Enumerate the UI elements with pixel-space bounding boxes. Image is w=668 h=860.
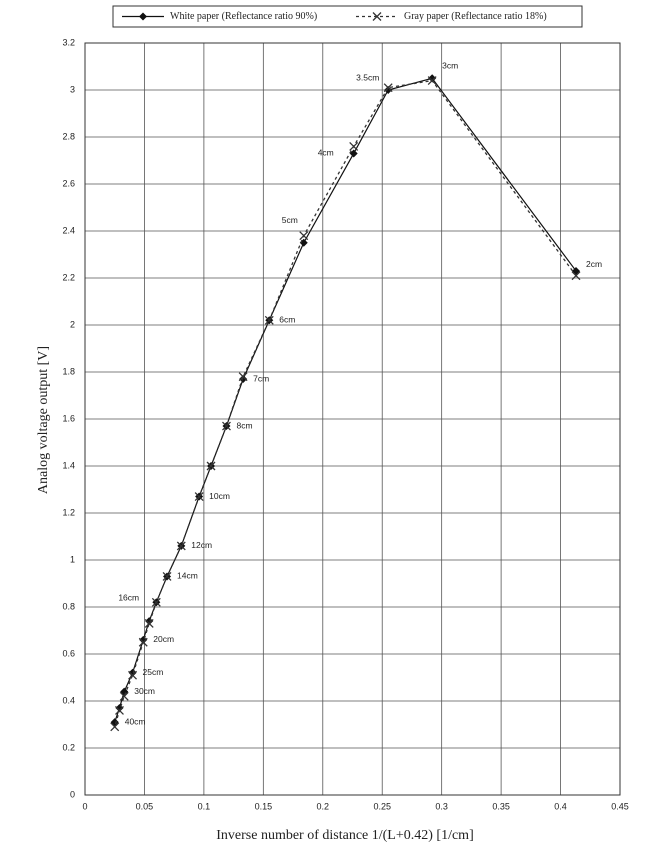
y-tick-label: 1.8: [62, 366, 75, 376]
point-label: 6cm: [279, 315, 295, 325]
x-tick-label: 0.45: [611, 801, 629, 811]
y-tick-label: 0.8: [62, 601, 75, 611]
x-tick-label: 0.15: [255, 801, 273, 811]
marker: [151, 597, 161, 607]
y-tick-label: 1.4: [62, 460, 75, 470]
x-tick-label: 0.1: [198, 801, 211, 811]
marker: [206, 461, 216, 471]
y-tick-label: 3.2: [62, 37, 75, 47]
point-label: 25cm: [143, 667, 164, 677]
marker: [384, 86, 393, 94]
x-tick-label: 0.3: [435, 801, 448, 811]
y-tick-label: 2.6: [62, 178, 75, 188]
y-tick-label: 2.8: [62, 131, 75, 141]
point-label: 12cm: [191, 540, 212, 550]
x-tick-label: 0.2: [317, 801, 330, 811]
marker: [428, 74, 437, 83]
marker: [176, 541, 186, 551]
series-line: [114, 77, 577, 723]
y-tick-label: 3: [70, 84, 75, 94]
marker: [139, 12, 147, 21]
marker: [138, 637, 148, 647]
marker: [162, 571, 172, 581]
y-tick-label: 0.4: [62, 695, 75, 705]
marker: [383, 83, 393, 93]
point-label: 30cm: [134, 686, 155, 696]
point-label: 4cm: [318, 148, 334, 158]
y-tick-label: 1.6: [62, 413, 75, 423]
x-tick-label: 0.25: [373, 801, 391, 811]
marker: [299, 231, 309, 241]
legend-box: [112, 5, 583, 28]
x-tick-label: 0.05: [136, 801, 154, 811]
marker: [144, 618, 154, 628]
point-label: 8cm: [236, 420, 252, 430]
y-tick-label: 1: [70, 554, 75, 564]
marker: [239, 375, 248, 384]
x-tick-label: 0.35: [492, 801, 510, 811]
marker: [194, 492, 204, 502]
y-axis-title: Analog voltage output [V]: [36, 346, 51, 494]
point-label: 10cm: [209, 491, 230, 501]
marker: [119, 691, 129, 701]
point-label: 40cm: [125, 716, 146, 726]
x-axis-title: Inverse number of distance 1/(L+0.42) [1…: [216, 828, 473, 843]
point-label: 20cm: [153, 634, 174, 644]
marker: [349, 149, 358, 158]
marker: [238, 372, 248, 382]
marker: [110, 722, 120, 732]
legend-label: White paper (Reflectance ratio 90%): [170, 11, 317, 22]
marker: [427, 76, 437, 86]
x-tick-label: 0: [82, 801, 87, 811]
marker: [222, 421, 231, 431]
marker: [128, 670, 138, 680]
marker: [349, 141, 359, 151]
marker: [372, 12, 382, 21]
y-tick-label: 2.4: [62, 225, 75, 235]
y-tick-label: 0: [70, 789, 75, 799]
point-label: 14cm: [177, 571, 198, 581]
y-tick-label: 0.6: [62, 648, 75, 658]
plot-frame: [84, 42, 621, 796]
x-tick-label: 0.4: [554, 801, 567, 811]
y-tick-label: 2.2: [62, 272, 75, 282]
y-tick-label: 1.2: [62, 507, 75, 517]
legend-label: Gray paper (Reflectance ratio 18%): [404, 11, 547, 22]
point-label: 16cm: [118, 593, 139, 603]
y-tick-label: 2: [70, 319, 75, 329]
point-label: 7cm: [253, 373, 269, 383]
point-label: 3cm: [442, 61, 458, 71]
marker: [115, 705, 124, 715]
point-label: 5cm: [282, 215, 298, 225]
point-label: 3.5cm: [356, 72, 379, 82]
marker: [571, 271, 581, 281]
y-tick-label: 0.2: [62, 742, 75, 752]
point-label: 2cm: [586, 259, 602, 269]
marker: [264, 315, 274, 325]
